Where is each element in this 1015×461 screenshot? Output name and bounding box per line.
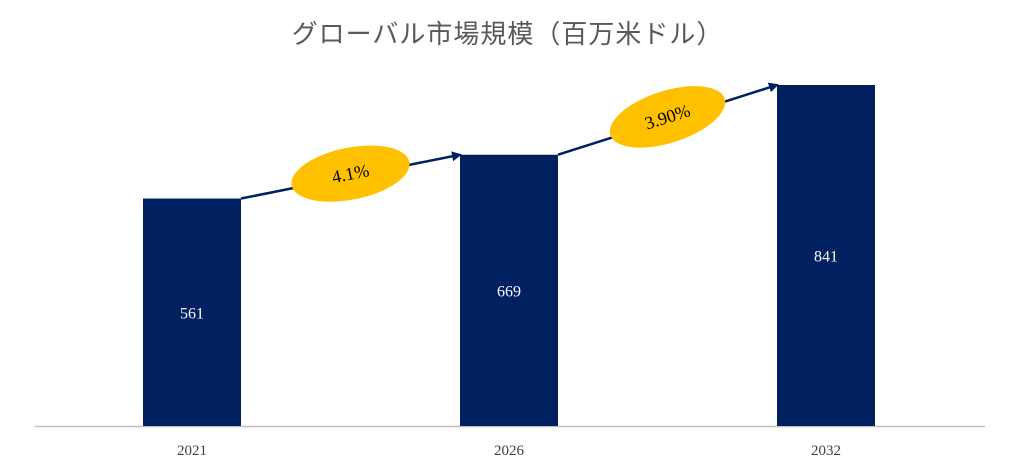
bar-2021 <box>143 198 241 426</box>
growth-rate-ellipse <box>291 145 410 202</box>
bar-value-label: 841 <box>814 249 838 266</box>
x-tick-label: 2021 <box>177 443 207 459</box>
bar-2026 <box>460 154 558 426</box>
bar-value-label: 561 <box>180 305 204 322</box>
growth-rate-ellipse <box>609 86 726 148</box>
x-tick-label: 2032 <box>811 443 841 459</box>
bar-2032 <box>777 85 875 426</box>
bar-value-label: 669 <box>497 283 521 300</box>
growth-rate-badge: 3.90% <box>609 86 726 148</box>
x-tick-label: 2026 <box>494 443 525 459</box>
growth-rate-badge: 4.1% <box>291 145 410 202</box>
chart-title: グローバル市場規模（百万米ドル） <box>291 20 724 50</box>
